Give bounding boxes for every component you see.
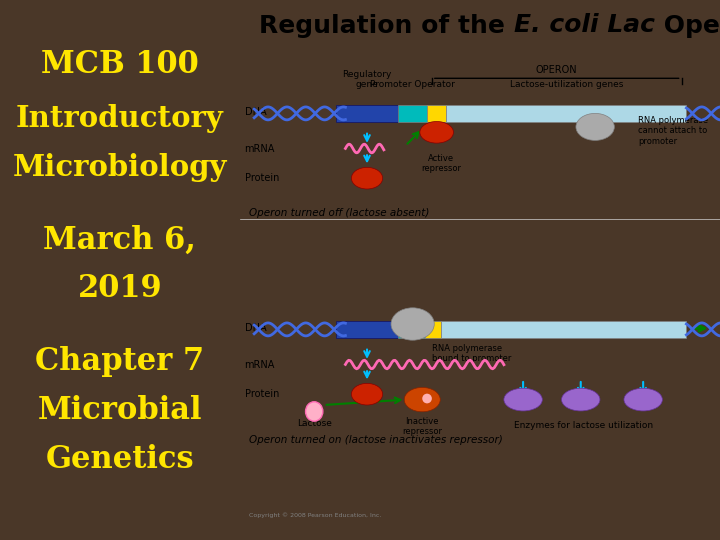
Bar <box>398 321 425 338</box>
Circle shape <box>305 402 323 421</box>
Ellipse shape <box>422 394 432 403</box>
Ellipse shape <box>576 113 614 140</box>
Text: Regulation of the: Regulation of the <box>259 14 513 37</box>
Text: Active
repressor: Active repressor <box>421 154 462 173</box>
Bar <box>446 105 686 122</box>
Bar <box>336 321 398 338</box>
Ellipse shape <box>420 122 454 143</box>
Text: Promoter Operator: Promoter Operator <box>370 80 455 89</box>
Text: Lactose: Lactose <box>297 418 332 428</box>
Text: Introductory: Introductory <box>16 104 224 133</box>
Text: DNA: DNA <box>245 323 266 333</box>
Text: Genetics: Genetics <box>45 443 194 475</box>
Text: RNA polymerase
cannot attach to
promoter: RNA polymerase cannot attach to promoter <box>639 116 708 146</box>
Text: DNA: DNA <box>245 107 266 117</box>
Text: Operon: Operon <box>654 14 720 37</box>
Text: Operon turned off (lactose absent): Operon turned off (lactose absent) <box>249 208 430 218</box>
Ellipse shape <box>404 388 440 411</box>
Text: Chapter 7: Chapter 7 <box>35 346 204 377</box>
Text: E. coli Lac: E. coli Lac <box>513 14 654 37</box>
Text: Microbiology: Microbiology <box>13 153 227 182</box>
Text: Copyright © 2008 Pearson Education, Inc.: Copyright © 2008 Pearson Education, Inc. <box>249 513 382 518</box>
Ellipse shape <box>351 167 382 189</box>
Ellipse shape <box>562 388 600 411</box>
Ellipse shape <box>391 308 434 340</box>
Text: mRNA: mRNA <box>245 144 275 153</box>
Text: Protein: Protein <box>245 173 279 183</box>
Bar <box>427 105 446 122</box>
Text: Operon turned on (lactose inactivates repressor): Operon turned on (lactose inactivates re… <box>249 435 503 445</box>
Text: MCB 100: MCB 100 <box>41 49 199 80</box>
Text: Microbial: Microbial <box>37 395 202 426</box>
Ellipse shape <box>351 383 382 405</box>
Text: Regulatory
gene: Regulatory gene <box>342 70 392 89</box>
Text: OPERON: OPERON <box>536 64 577 75</box>
Text: Enzymes for lactose utilization: Enzymes for lactose utilization <box>513 421 653 430</box>
Text: 2019: 2019 <box>78 273 162 305</box>
Text: Inactive
repressor: Inactive repressor <box>402 417 442 436</box>
Bar <box>425 321 441 338</box>
Bar <box>336 105 398 122</box>
Text: Protein: Protein <box>245 389 279 399</box>
Ellipse shape <box>624 388 662 411</box>
Text: March 6,: March 6, <box>43 225 197 256</box>
Bar <box>398 105 427 122</box>
Text: Lactose-utilization genes: Lactose-utilization genes <box>510 80 623 89</box>
Text: mRNA: mRNA <box>245 360 275 369</box>
Ellipse shape <box>504 388 542 411</box>
Text: RNA polymerase
bound to promoter: RNA polymerase bound to promoter <box>432 344 511 363</box>
Bar <box>441 321 686 338</box>
